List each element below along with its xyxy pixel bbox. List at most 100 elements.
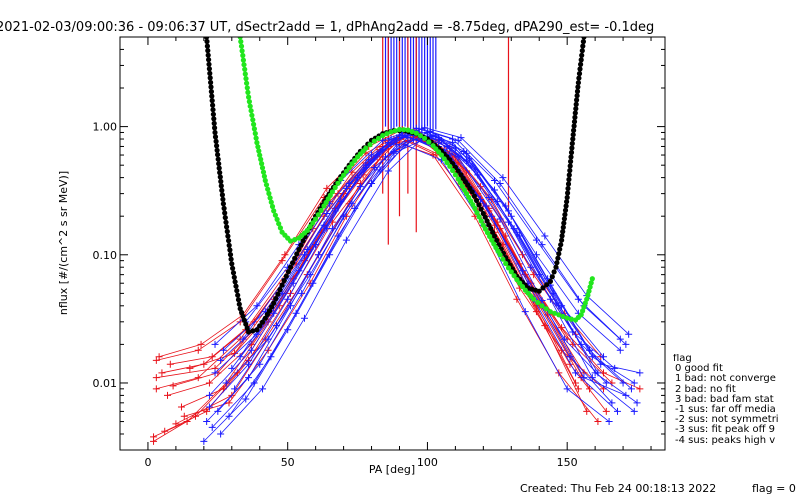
- data-point: [245, 374, 253, 382]
- chart-title: 2021-02-03/09:00:36 - 09:06:37 UT, dSect…: [0, 20, 654, 35]
- data-point: [572, 369, 580, 377]
- data-point: [194, 346, 202, 354]
- data-point: [340, 190, 348, 198]
- blue-series: [200, 124, 644, 445]
- fit-dot: [574, 93, 580, 99]
- data-point: [158, 369, 166, 377]
- fit-dot: [222, 210, 228, 216]
- fit-dot: [245, 89, 251, 95]
- fit-dot: [221, 205, 227, 211]
- fit-dot: [577, 66, 583, 72]
- fit-dot: [367, 142, 373, 148]
- fit-dot: [588, 280, 594, 286]
- fit-dot: [258, 156, 264, 162]
- fit-dot: [474, 210, 480, 216]
- fit-dot: [214, 143, 220, 149]
- fit-dot: [287, 238, 294, 244]
- data-point: [270, 309, 278, 317]
- data-point: [217, 430, 225, 438]
- x-tick-label: 100: [417, 456, 438, 469]
- x-tick-label: 150: [557, 456, 578, 469]
- fit-dot: [568, 316, 575, 322]
- fit-dot: [388, 129, 394, 135]
- data-point: [323, 209, 331, 217]
- data-point: [231, 385, 239, 393]
- fit-dot: [497, 252, 503, 258]
- fit-dot: [206, 66, 212, 72]
- data-point: [569, 340, 577, 348]
- fit-dot: [268, 199, 274, 205]
- fit-dot: [478, 218, 484, 224]
- fit-dot: [315, 212, 321, 218]
- fit-dot: [384, 131, 390, 137]
- data-point: [323, 184, 331, 192]
- fit-dot: [551, 269, 557, 275]
- fit-dot: [211, 116, 217, 122]
- fit-dot: [517, 280, 523, 286]
- fit-dot: [230, 270, 237, 276]
- fit-dot: [204, 38, 210, 45]
- data-point: [588, 374, 596, 382]
- data-point: [499, 174, 507, 182]
- flag-legend-title: flag: [673, 354, 692, 364]
- x-tick-label: 50: [281, 456, 295, 469]
- fit-dot: [271, 208, 277, 214]
- fit-dot: [233, 283, 239, 289]
- fit-dot: [204, 37, 210, 40]
- fit-dot: [287, 264, 294, 270]
- fit-dot: [535, 299, 541, 306]
- series-line: [239, 134, 599, 374]
- data-point: [574, 295, 582, 303]
- fit-dot: [472, 205, 478, 211]
- fit-dot: [578, 312, 584, 318]
- fit-dot: [240, 52, 246, 59]
- data-point: [256, 360, 264, 368]
- fit-dot: [575, 80, 582, 86]
- fit-dot: [576, 75, 582, 81]
- flag-legend-item: 0 good fit: [675, 363, 723, 375]
- data-point: [463, 149, 471, 157]
- data-point: [172, 420, 180, 428]
- footer-created-timestamp: Created: Thu Feb 24 00:18:13 2022: [520, 482, 717, 495]
- fit-dot: [215, 152, 221, 158]
- fit-dot: [208, 89, 214, 95]
- data-point: [435, 134, 443, 142]
- fit-dot: [206, 61, 212, 67]
- y-axis-label: nflux [#/(cm^2 s sr MeV)]: [57, 171, 70, 315]
- fit-dot: [469, 189, 475, 195]
- fit-dot: [500, 256, 506, 262]
- fit-dot: [210, 107, 216, 113]
- fit-dot: [262, 177, 268, 184]
- data-point: [259, 385, 267, 393]
- fit-dot: [262, 315, 268, 321]
- data-point: [245, 360, 253, 368]
- series-line: [156, 134, 640, 390]
- fit-dot: [223, 219, 229, 225]
- fit-dot: [251, 121, 257, 127]
- fit-dot: [244, 80, 250, 86]
- data-point: [164, 391, 172, 399]
- data-point: [491, 176, 499, 184]
- fit-dot: [235, 297, 242, 303]
- fit-dot: [253, 135, 259, 141]
- data-point: [264, 335, 272, 343]
- fit-dot: [213, 138, 219, 144]
- fit-dot: [283, 273, 289, 279]
- fit-dot: [572, 114, 578, 120]
- fit-dot: [565, 190, 571, 196]
- fit-dot: [494, 237, 500, 243]
- data-point: [222, 379, 230, 387]
- fit-dot: [574, 88, 581, 94]
- fit-dot: [205, 48, 211, 54]
- data-point: [496, 179, 504, 187]
- fit-dot: [580, 39, 587, 45]
- fit-dot: [243, 321, 249, 327]
- data-point: [616, 335, 624, 343]
- fit-dot: [208, 84, 214, 90]
- data-point: [150, 433, 158, 441]
- fit-dot: [422, 135, 428, 141]
- data-point: [471, 166, 479, 174]
- fit-dot: [444, 160, 450, 166]
- fit-dot: [237, 37, 243, 40]
- fit-dot: [266, 308, 273, 314]
